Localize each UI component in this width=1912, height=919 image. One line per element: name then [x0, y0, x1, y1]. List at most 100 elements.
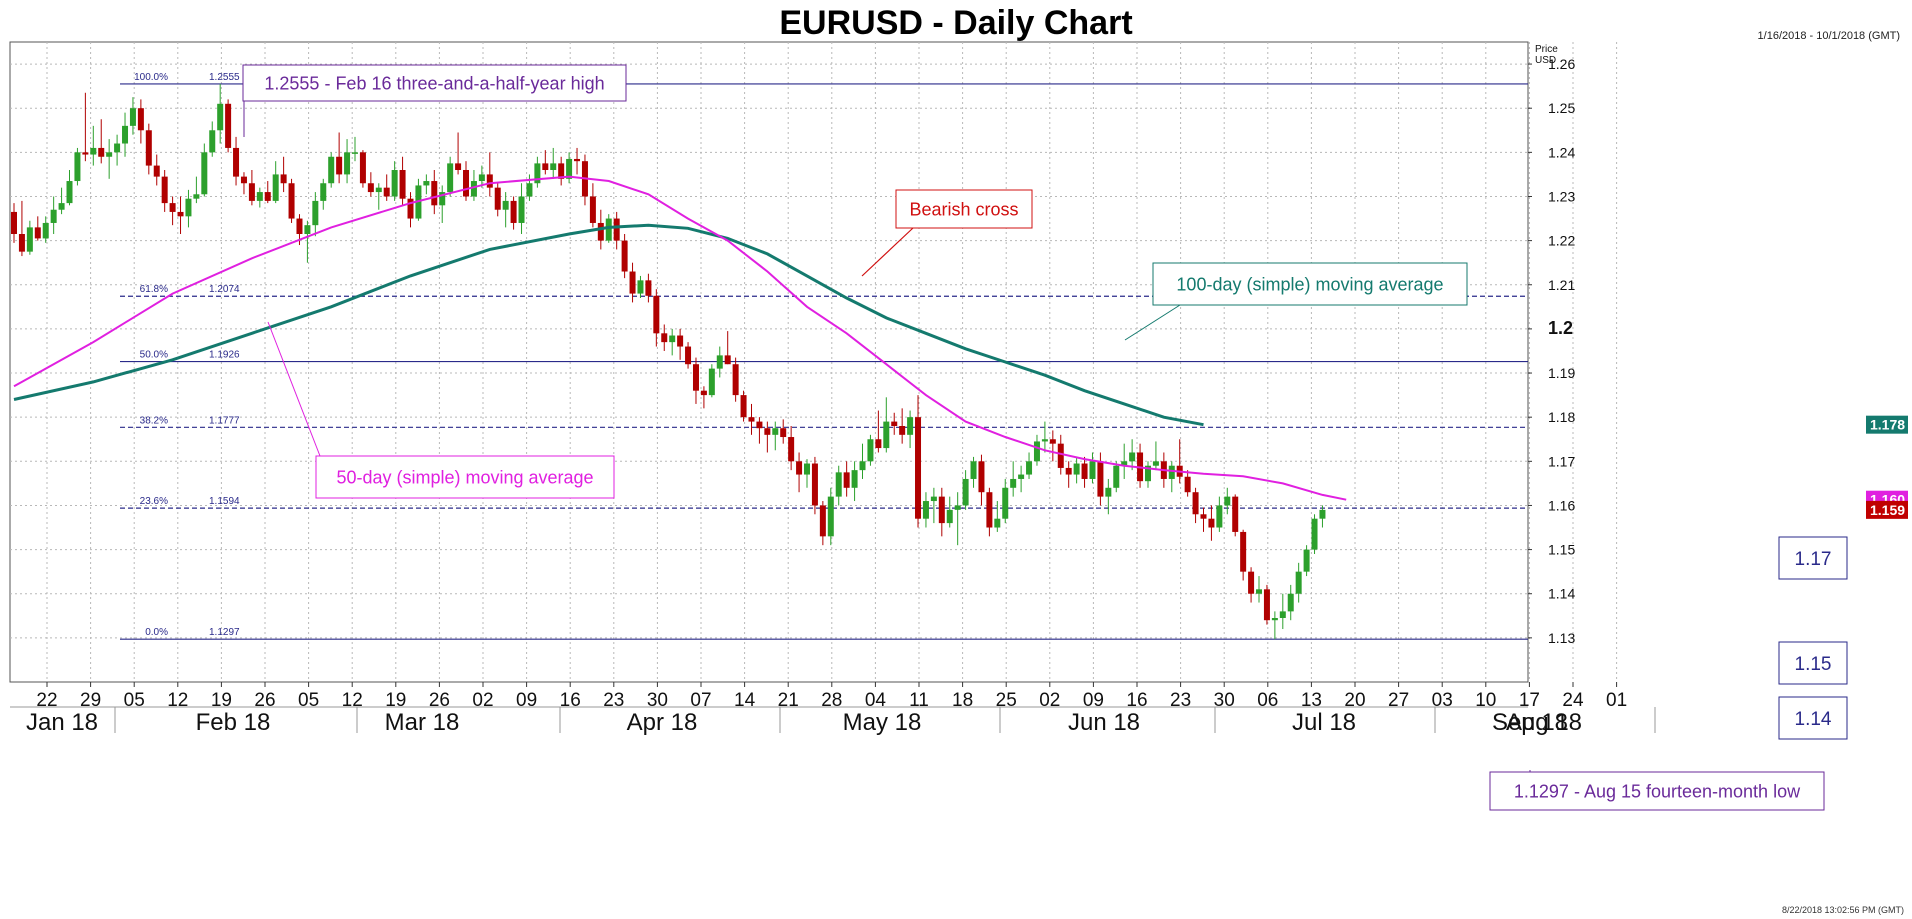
- candle-body: [1018, 474, 1025, 479]
- month-label: Apr 18: [627, 709, 698, 736]
- x-tick-label: 27: [1388, 690, 1409, 711]
- candle-body: [304, 225, 311, 234]
- candle-body: [621, 240, 628, 272]
- candle-body: [542, 163, 549, 170]
- candle-body: [653, 295, 660, 334]
- x-tick-label: 26: [429, 690, 450, 711]
- y-tick-label: 1.21: [1548, 277, 1575, 293]
- x-tick-label: 17: [1519, 690, 1540, 711]
- candle-body: [177, 211, 184, 217]
- candle-body: [685, 346, 692, 365]
- candle-body: [502, 200, 509, 210]
- month-label: Jun 18: [1068, 709, 1140, 736]
- candle-body: [613, 218, 620, 241]
- candle-body: [970, 461, 977, 479]
- candle-body: [994, 518, 1001, 528]
- candle-body: [1224, 496, 1231, 506]
- annotation-high-box: [242, 64, 627, 102]
- date-range: 1/16/2018 - 10/1/2018 (GMT): [1757, 30, 1900, 42]
- candle-body: [1002, 487, 1009, 519]
- candle-body: [891, 421, 898, 426]
- candle-body: [1041, 439, 1048, 442]
- x-tick-label: 19: [211, 690, 232, 711]
- candle-body: [351, 152, 358, 154]
- annotation-level-114: 1.14: [1795, 709, 1832, 730]
- candle-body: [1129, 452, 1136, 462]
- candle-body: [716, 355, 723, 369]
- candle-body: [383, 187, 390, 197]
- month-label: May 18: [843, 709, 922, 736]
- x-tick-label: 28: [821, 690, 842, 711]
- candle-body: [486, 174, 493, 188]
- fib-value: 1.2074: [209, 284, 240, 295]
- y-tick-label: 1.13: [1548, 630, 1575, 646]
- candle-body: [550, 163, 557, 170]
- candle-body: [399, 170, 406, 199]
- candle-body: [764, 428, 771, 435]
- candle-body: [1216, 505, 1223, 528]
- candle-body: [18, 234, 25, 252]
- candle-body: [1200, 514, 1207, 519]
- candle-body: [407, 198, 414, 219]
- candle-body: [272, 174, 279, 201]
- x-tick-label: 26: [254, 690, 275, 711]
- candle-body: [566, 158, 573, 179]
- candle-body: [811, 463, 818, 506]
- x-tick-label: 01: [1606, 690, 1627, 711]
- candle-body: [1065, 467, 1072, 475]
- annotation-level-115-box: [1778, 641, 1848, 685]
- y-tick-label: 1.15: [1548, 542, 1575, 558]
- fib-value: 1.2555: [209, 72, 240, 83]
- x-tick-label: 05: [124, 690, 145, 711]
- candle-body: [193, 194, 200, 199]
- fib-value: 1.1594: [209, 496, 240, 507]
- candle-body: [732, 364, 739, 396]
- price-tag: 1.159: [1870, 502, 1905, 518]
- candle-body: [478, 174, 485, 182]
- x-axis: 22 29 05 12 19 26 05 12 19 26 02 09 16 23 30 07 14 21 28 04…: [10, 682, 1656, 736]
- x-tick-label: 16: [1126, 690, 1147, 711]
- x-tick-label: 14: [734, 690, 756, 711]
- x-tick-label: 16: [560, 690, 581, 711]
- candle-body: [1232, 496, 1239, 532]
- candle-body: [233, 147, 240, 177]
- fib-percent: 61.8%: [140, 284, 168, 295]
- annotation-level-114-box: [1778, 696, 1848, 740]
- annotation-level-117: 1.17: [1795, 549, 1832, 570]
- candle-body: [209, 130, 216, 153]
- candle-body: [835, 472, 842, 497]
- candle-body: [439, 192, 446, 206]
- candle-body: [312, 200, 319, 226]
- candle-body: [169, 203, 176, 212]
- x-tick-label: 24: [1562, 690, 1584, 711]
- candle-body: [447, 163, 454, 193]
- candle-body: [938, 496, 945, 524]
- x-tick-label: 06: [1257, 690, 1278, 711]
- x-tick-label: 22: [36, 690, 57, 711]
- candle-body: [494, 187, 501, 210]
- candle-body: [748, 417, 755, 422]
- candle-body: [1081, 463, 1088, 479]
- candle-body: [455, 163, 462, 170]
- candle-body: [946, 509, 953, 524]
- annotation-bearish-leader: [861, 227, 914, 277]
- candle-body: [153, 165, 160, 177]
- y-axis-label: USD: [1535, 55, 1556, 66]
- candle-body: [1263, 589, 1270, 621]
- x-tick-label: 13: [1301, 690, 1322, 711]
- candle-body: [1113, 465, 1120, 488]
- candle-body: [986, 492, 993, 528]
- candle-body: [510, 200, 517, 223]
- x-tick-label: 23: [1170, 690, 1191, 711]
- candle-body: [1271, 618, 1278, 621]
- y-tick-label: 1.24: [1548, 144, 1575, 160]
- candle-body: [129, 108, 136, 126]
- candle-body: [1026, 461, 1033, 475]
- candle-body: [1152, 461, 1159, 466]
- annotation-bearish-cross: Bearish cross: [909, 199, 1018, 219]
- candle-body: [367, 183, 374, 193]
- candle-body: [225, 103, 232, 148]
- chart-title: EURUSD - Daily Chart: [779, 4, 1133, 42]
